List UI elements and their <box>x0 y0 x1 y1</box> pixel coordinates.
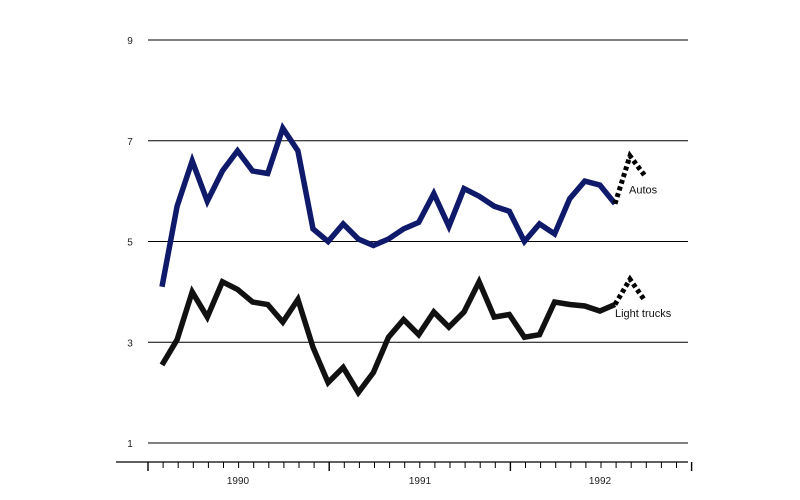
y-tick-label: 9 <box>127 36 133 47</box>
series-projection-light-trucks <box>612 274 648 306</box>
x-tick-label: 1991 <box>409 476 432 487</box>
y-tick-label: 1 <box>127 439 133 450</box>
y-tick-label: 5 <box>127 238 133 249</box>
x-tick-label: 1992 <box>589 476 612 487</box>
y-tick-label: 3 <box>127 338 133 349</box>
series-line-autos <box>159 122 618 288</box>
x-tick-label: 1990 <box>227 476 250 487</box>
y-axis-ticks: 1 3 5 7 9 <box>127 36 133 450</box>
series-labels: Autos Light trucks <box>615 185 672 320</box>
series-label-autos: Autos <box>629 185 658 197</box>
x-axis-ticks: 1990 1991 1992 <box>147 462 693 487</box>
series-line-light-trucks <box>159 275 617 398</box>
series-label-light-trucks: Light trucks <box>615 308 672 320</box>
series-projection-autos <box>612 150 648 205</box>
y-tick-label: 7 <box>127 137 133 148</box>
series-lines <box>159 122 648 398</box>
grid-lines <box>148 39 688 444</box>
